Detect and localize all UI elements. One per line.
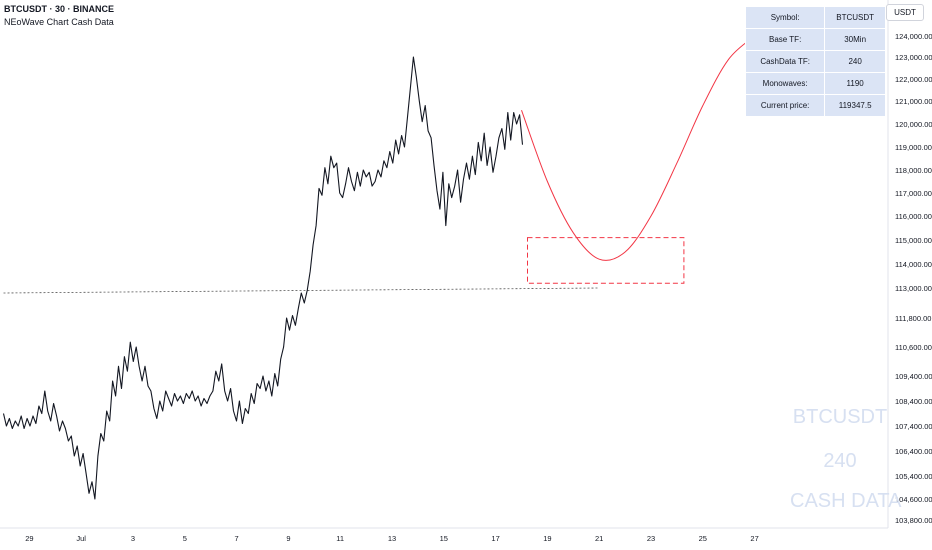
y-tick-label: 119,000.00 [895, 143, 932, 152]
y-tick-label: 121,000.00 [895, 97, 932, 106]
x-tick-label: 3 [131, 534, 135, 543]
y-tick-label: 115,000.00 [895, 236, 932, 245]
y-tick-label: 108,400.00 [895, 397, 932, 406]
y-tick-label: 123,000.00 [895, 53, 932, 62]
info-row: CashData TF: 240 [744, 50, 886, 73]
y-tick-label: 117,000.00 [895, 189, 932, 198]
x-tick-label: 19 [543, 534, 551, 543]
x-tick-label: 27 [750, 534, 758, 543]
x-tick-label: 21 [595, 534, 603, 543]
x-tick-label: 15 [440, 534, 448, 543]
price-line [2, 56, 524, 500]
support-line-layer [3, 287, 600, 294]
y-tick-label: 118,000.00 [895, 166, 932, 175]
time-axis: 29 Jul 3 5 7 9 11 13 15 17 19 21 23 25 27 [25, 534, 759, 543]
y-tick-label: 107,400.00 [895, 422, 932, 431]
info-row: Current price: 119347.5 [744, 94, 886, 117]
info-label: Current price: [744, 94, 826, 117]
x-tick-label: 29 [25, 534, 33, 543]
x-tick-label: 25 [699, 534, 707, 543]
y-tick-label: 120,000.00 [895, 120, 932, 129]
price-axis: 124,000.00 123,000.00 122,000.00 121,000.00… [895, 32, 932, 525]
watermark-label: CASH DATA [790, 490, 902, 512]
y-tick-label: 104,600.00 [895, 495, 932, 504]
y-tick-label: 122,000.00 [895, 75, 932, 84]
y-tick-label: 111,800.00 [895, 314, 931, 323]
info-label: Monowaves: [744, 72, 826, 95]
info-value: BTCUSDT [824, 6, 886, 29]
y-tick-label: 110,600.00 [895, 343, 932, 352]
indicator-name: NEoWave Chart Cash Data [4, 17, 114, 27]
info-label: CashData TF: [744, 50, 826, 73]
info-value: 119347.5 [824, 94, 886, 117]
info-value: 30Min [824, 28, 886, 51]
info-value: 240 [824, 50, 886, 73]
y-tick-label: 109,400.00 [895, 372, 932, 381]
y-tick-label: 114,000.00 [895, 260, 932, 269]
x-tick-label: Jul [76, 534, 86, 543]
info-label: Symbol: [744, 6, 826, 29]
info-label: Base TF: [744, 28, 826, 51]
info-value: 1190 [824, 72, 886, 95]
y-tick-label: 116,000.00 [895, 212, 932, 221]
y-tick-label: 106,400.00 [895, 447, 932, 456]
info-table: Symbol: BTCUSDT Base TF: 30Min CashData … [744, 6, 886, 117]
projection-curve-layer [521, 35, 755, 261]
x-tick-label: 5 [183, 534, 187, 543]
y-tick-label: 113,000.00 [895, 284, 932, 293]
info-row: Symbol: BTCUSDT [744, 6, 886, 29]
price-series-layer [2, 56, 524, 500]
axis-unit-button[interactable]: USDT [886, 4, 924, 21]
y-tick-label: 105,400.00 [895, 472, 932, 481]
watermark-timeframe: 240 [823, 450, 857, 472]
chart-title: BTCUSDT · 30 · BINANCE [4, 4, 115, 14]
y-tick-label: 103,800.00 [895, 516, 932, 525]
projection-curve [521, 35, 755, 261]
x-tick-label: 23 [647, 534, 655, 543]
x-tick-label: 13 [388, 534, 396, 543]
watermark-symbol: BTCUSDT [792, 406, 888, 428]
target-zone [527, 237, 685, 284]
x-tick-label: 9 [286, 534, 290, 543]
x-tick-label: 11 [336, 534, 344, 543]
info-row: Base TF: 30Min [744, 28, 886, 51]
x-tick-label: 17 [491, 534, 499, 543]
target-zone-layer [527, 237, 685, 284]
info-row: Monowaves: 1190 [744, 72, 886, 95]
x-tick-label: 7 [235, 534, 239, 543]
y-tick-label: 124,000.00 [895, 32, 932, 41]
support-line [3, 287, 600, 294]
